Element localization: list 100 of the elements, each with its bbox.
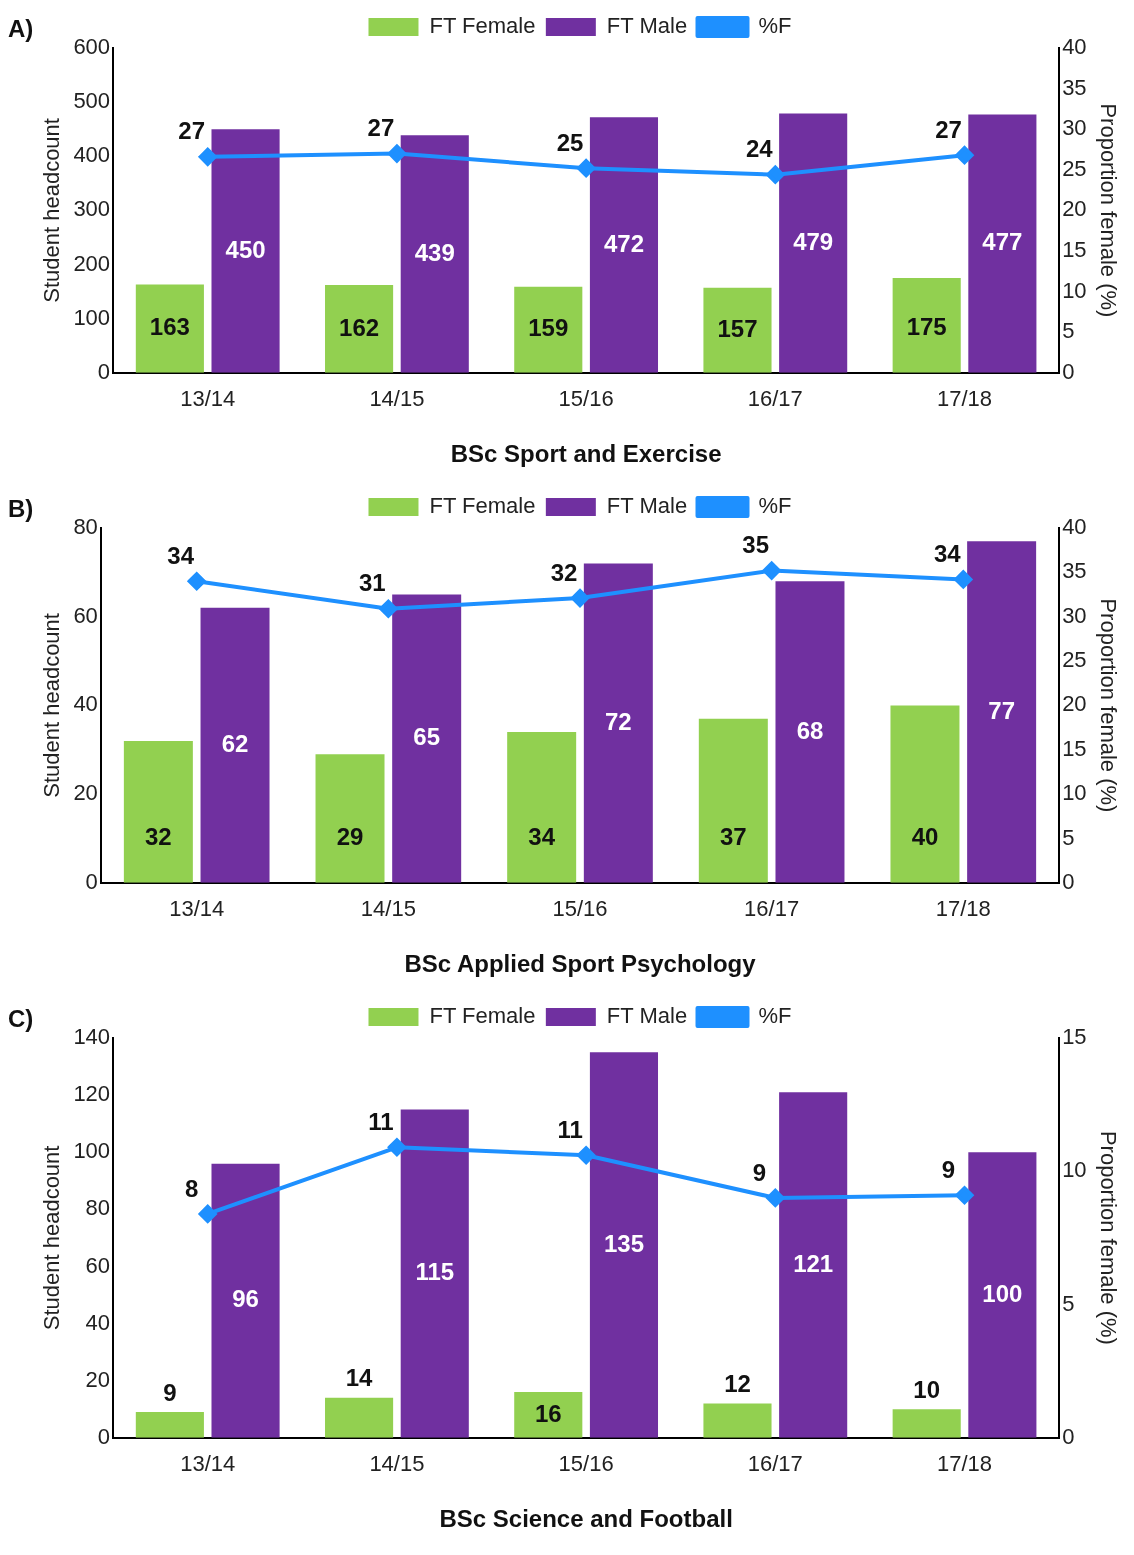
data-label: 29 (336, 823, 364, 851)
data-label: 65 (413, 723, 441, 751)
bar (968, 1152, 1037, 1438)
y-tick-label: 40 (73, 691, 98, 717)
point (955, 146, 974, 165)
data-label: 37 (719, 823, 747, 851)
bar (890, 705, 960, 883)
data-label: 31 (359, 569, 386, 597)
x-axis-title: BSc Sport and Exercise (450, 440, 722, 468)
bar (315, 754, 385, 883)
data-label: 68 (796, 716, 824, 744)
point (379, 599, 398, 618)
y-tick-label: 100 (73, 1138, 111, 1164)
y-tick-label: 0 (97, 358, 111, 384)
x-tick-label: 14/15 (360, 896, 416, 922)
text: C) (8, 1004, 34, 1032)
data-label: 77 (988, 696, 1015, 724)
bar (589, 117, 659, 373)
y-tick-label: 60 (73, 602, 98, 628)
data-label: 40 (911, 823, 939, 851)
y2-tick-label: 20 (1062, 196, 1087, 222)
y-tick-label: 40 (85, 1309, 111, 1335)
y2-tick-label: 15 (1062, 1024, 1087, 1050)
bar (123, 740, 193, 883)
data-label: 96 (232, 1285, 259, 1313)
data-label: 9 (163, 1378, 177, 1406)
y2-tick-label: 5 (1062, 824, 1075, 850)
y-tick-label: 300 (73, 196, 111, 222)
legend-label: FT Female (429, 1003, 536, 1029)
y-tick-label: 140 (73, 1024, 111, 1050)
x-axis-title: BSc Applied Sport Psychology (404, 950, 757, 978)
x-tick-label: 16/17 (744, 896, 800, 922)
x-tick-label: 14/15 (369, 1451, 425, 1477)
y-axis-title: Student headcount (39, 1145, 65, 1331)
point (766, 1188, 785, 1207)
point (955, 1186, 974, 1205)
point (571, 589, 589, 608)
legend-label: FT Female (429, 13, 536, 39)
bar (325, 1397, 394, 1438)
y2-tick-label: 30 (1062, 115, 1087, 141)
y2-tick-label: 10 (1062, 780, 1087, 806)
bar (892, 1409, 961, 1438)
bar (400, 1109, 469, 1438)
y-tick-label: 60 (85, 1252, 111, 1278)
y-tick-label: 200 (73, 250, 111, 276)
data-label: 62 (221, 729, 249, 757)
x-tick-label: 16/17 (747, 1451, 803, 1477)
y2-tick-label: 30 (1062, 602, 1087, 628)
y-tick-label: 20 (73, 780, 98, 806)
y2-tick-label: 25 (1062, 155, 1087, 181)
y-tick-label: 20 (85, 1366, 111, 1392)
data-label: 450 (225, 235, 266, 263)
bar (514, 1392, 583, 1438)
data-label: 439 (414, 238, 455, 266)
y-tick-label: 0 (97, 1423, 111, 1449)
bar (775, 581, 845, 883)
data-label: 11 (368, 1107, 394, 1135)
point (387, 1138, 406, 1157)
data-label: 14 (345, 1364, 374, 1392)
data-label: 157 (717, 314, 758, 342)
bar (400, 135, 469, 373)
legend-label: FT Male (606, 13, 688, 39)
y2-tick-label: 0 (1062, 358, 1075, 384)
data-label: 163 (149, 313, 190, 341)
bar (892, 278, 961, 373)
data-label: 162 (339, 313, 380, 341)
data-label: 175 (906, 313, 947, 341)
legend-label: %F (758, 493, 792, 519)
x-tick-label: 17/18 (937, 386, 993, 412)
data-label: 32 (550, 558, 578, 586)
y2-axis-title: Proportion female (%) (1095, 1130, 1121, 1345)
bar (135, 284, 204, 373)
y-tick-label: 600 (73, 34, 111, 60)
point (954, 570, 973, 589)
data-label: 100 (982, 1279, 1023, 1307)
y2-tick-label: 40 (1062, 34, 1087, 60)
x-tick-label: 14/15 (369, 386, 425, 412)
data-label: 34 (167, 541, 195, 569)
x-tick-label: 15/16 (558, 386, 614, 412)
bar (703, 1403, 772, 1438)
bar (200, 607, 270, 883)
bar (583, 563, 653, 883)
y-axis-title: Student headcount (39, 613, 65, 798)
data-label: 72 (604, 707, 632, 735)
y2-tick-label: 10 (1062, 1157, 1087, 1183)
bar (325, 285, 394, 373)
point (198, 147, 217, 166)
point (577, 1146, 596, 1165)
bar (135, 1412, 204, 1438)
x-tick-label: 17/18 (937, 1451, 993, 1477)
y2-tick-label: 15 (1062, 735, 1087, 761)
y2-tick-label: 40 (1062, 514, 1087, 540)
point (187, 572, 206, 591)
data-label: 35 (742, 531, 769, 559)
bar (211, 1163, 280, 1438)
y2-tick-label: 20 (1062, 691, 1087, 717)
data-label: 27 (367, 114, 395, 142)
data-label: 12 (724, 1370, 751, 1398)
bar (211, 129, 280, 373)
bar (589, 1052, 659, 1438)
